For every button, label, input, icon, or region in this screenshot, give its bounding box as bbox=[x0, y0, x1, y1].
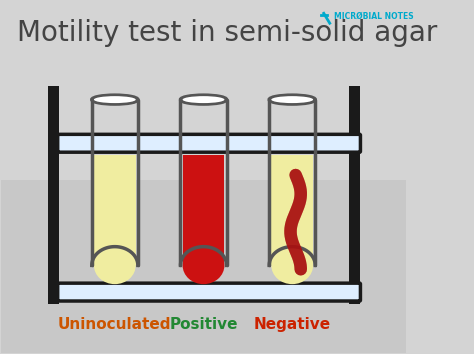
Text: Motility test in semi-solid agar: Motility test in semi-solid agar bbox=[17, 19, 437, 47]
Ellipse shape bbox=[269, 95, 315, 104]
FancyBboxPatch shape bbox=[58, 134, 360, 152]
Bar bbox=[48, 86, 58, 304]
Ellipse shape bbox=[182, 96, 224, 103]
Text: Uninoculated: Uninoculated bbox=[58, 317, 172, 332]
FancyBboxPatch shape bbox=[58, 283, 360, 301]
Bar bbox=[349, 86, 360, 304]
Ellipse shape bbox=[271, 247, 313, 284]
Ellipse shape bbox=[271, 96, 313, 103]
Text: Positive: Positive bbox=[169, 317, 238, 332]
Ellipse shape bbox=[181, 95, 227, 104]
Text: MICRØBIAL NOTES: MICRØBIAL NOTES bbox=[334, 11, 414, 20]
Ellipse shape bbox=[94, 96, 136, 103]
Bar bbox=[94, 155, 136, 266]
Ellipse shape bbox=[92, 95, 138, 104]
Text: Negative: Negative bbox=[254, 317, 331, 332]
Bar bbox=[271, 155, 313, 266]
Bar bbox=[1, 180, 406, 353]
Bar bbox=[182, 155, 224, 266]
Ellipse shape bbox=[182, 247, 224, 284]
Ellipse shape bbox=[94, 247, 136, 284]
